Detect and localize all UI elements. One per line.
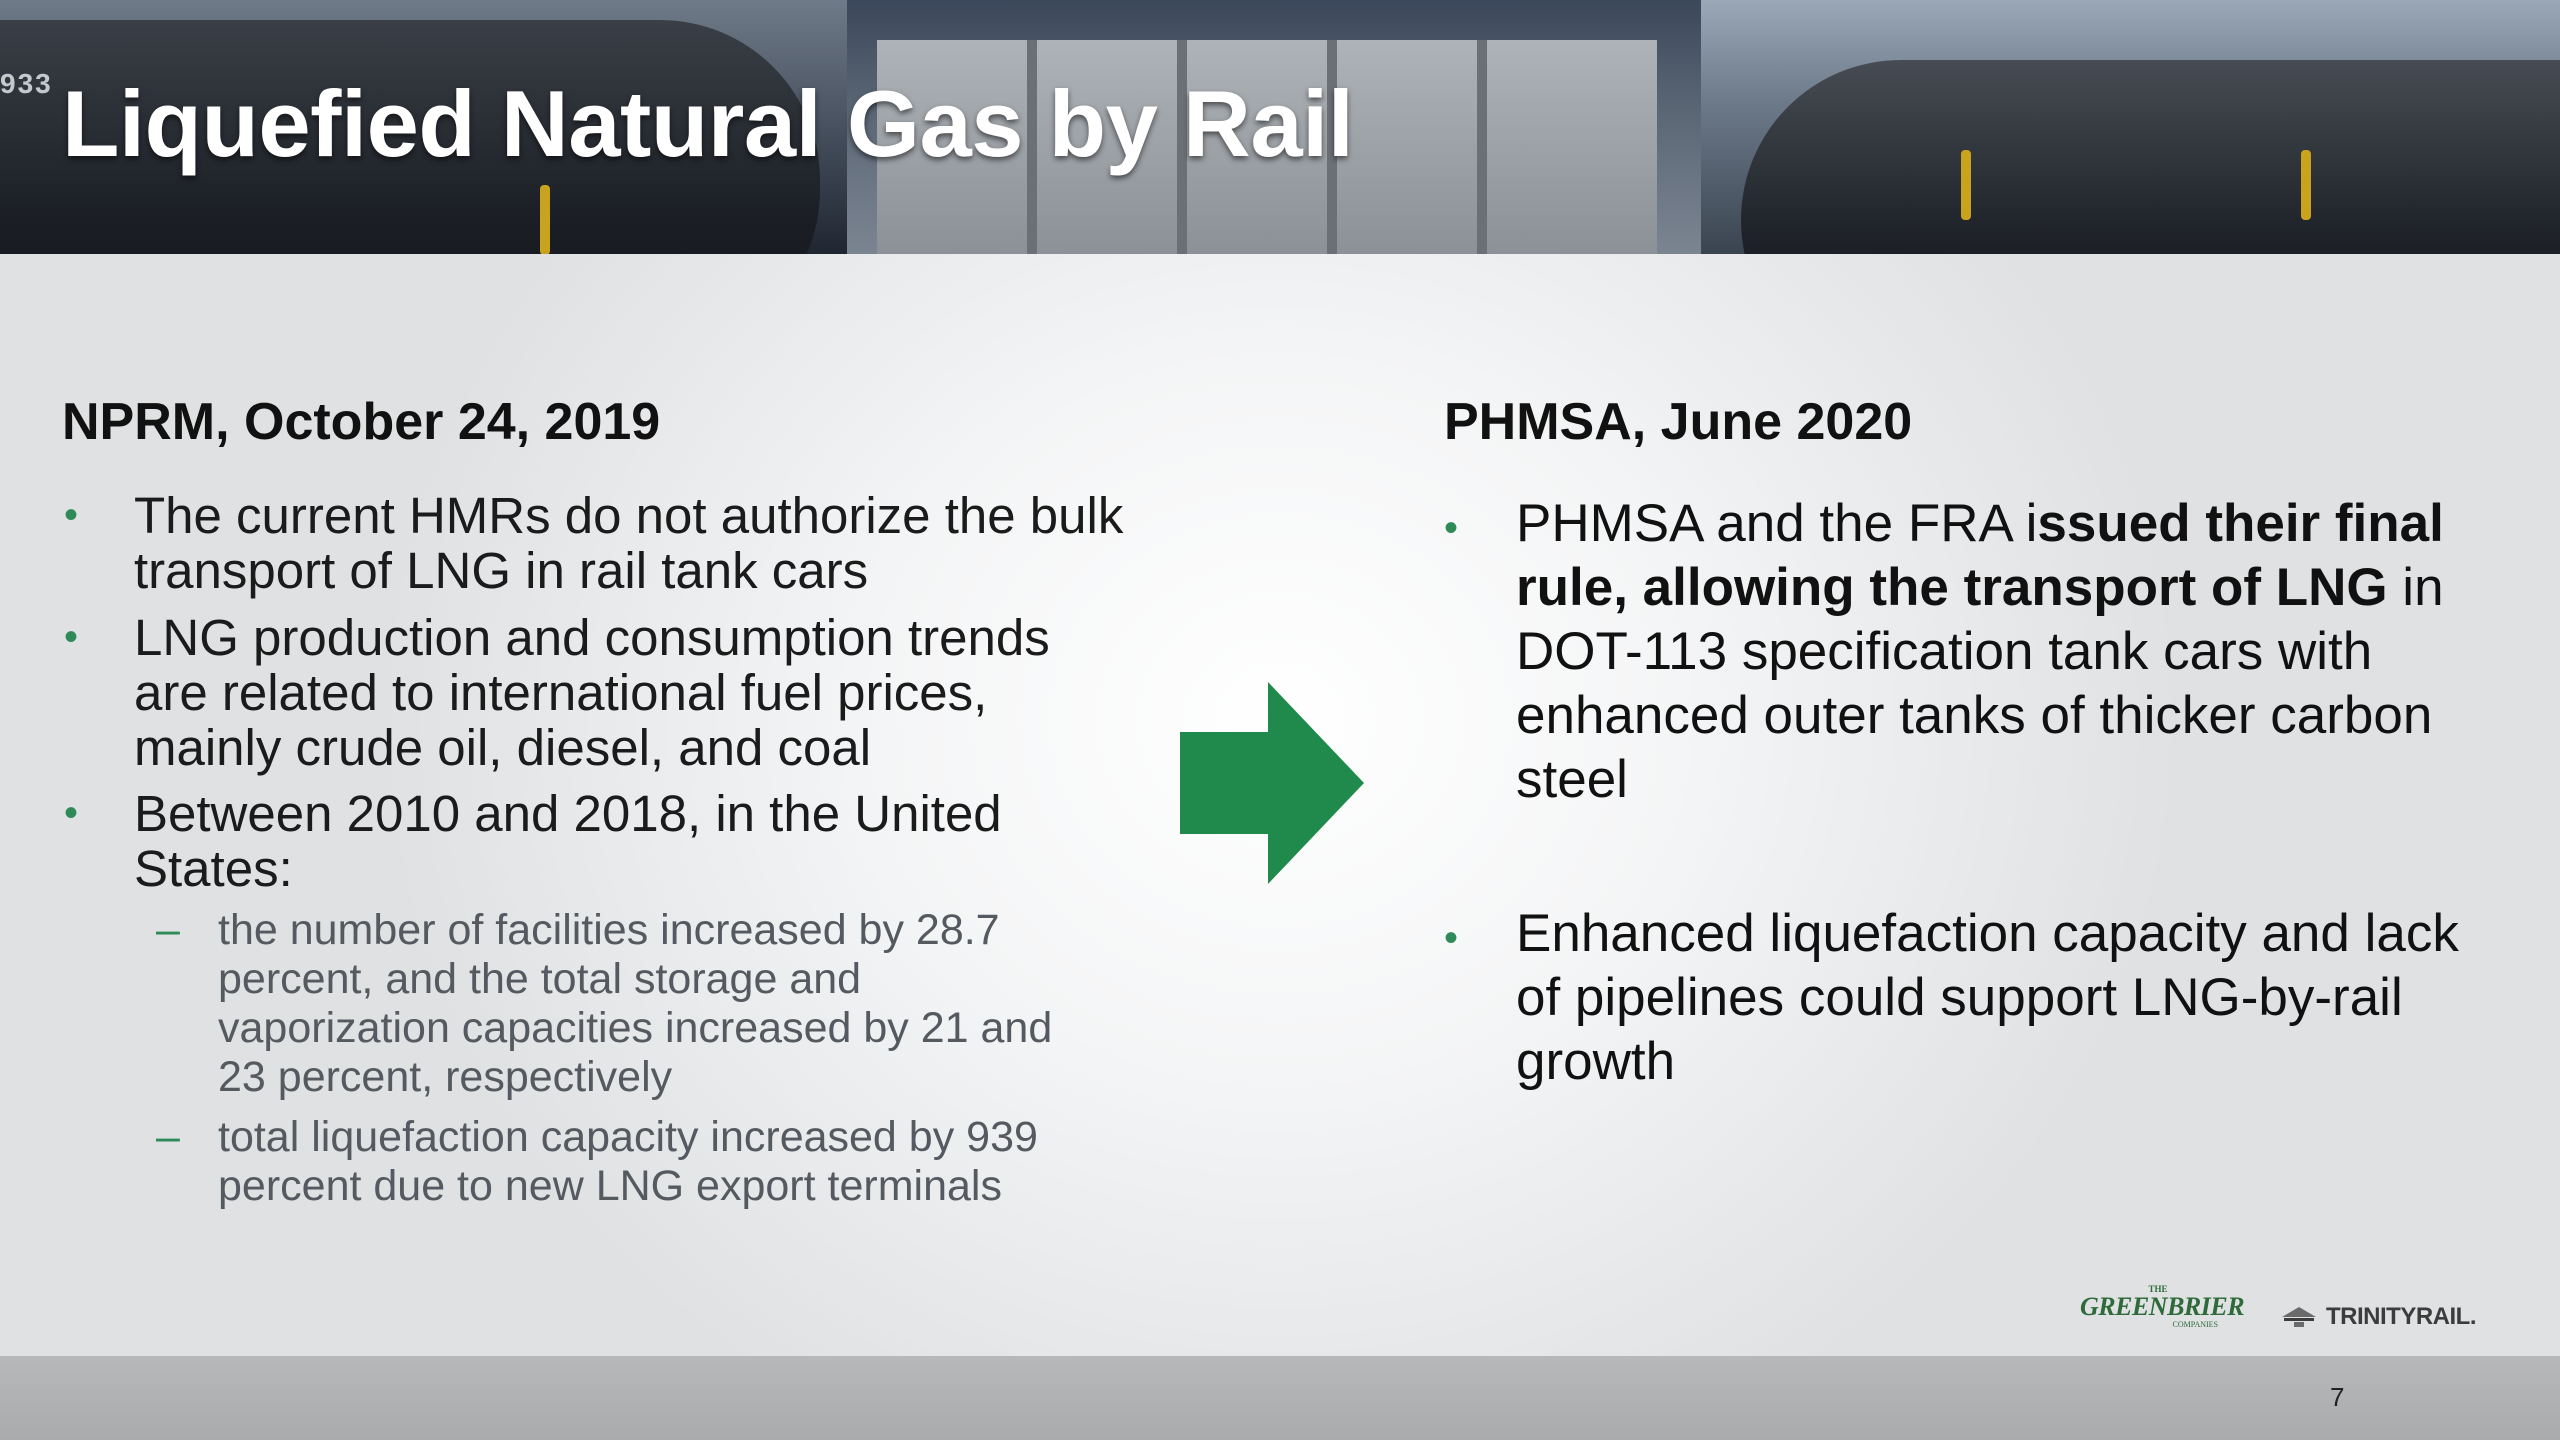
car-number-text: 933 [0,68,53,99]
hopper-rib [1327,40,1337,254]
bullet-text-emphasis: ssued their final [2037,494,2444,553]
bullet-icon: • [1444,506,1459,550]
dash-icon: – [156,906,180,954]
slide-title: Liquefied Natural Gas by Rail [62,71,1354,176]
footer-bar: 7 [0,1356,2560,1440]
bullet-icon: • [64,493,79,537]
bullet-text-line: transport of LNG in rail tank cars [134,542,869,599]
bullet-icon: • [1444,916,1459,960]
hopper-car-body [877,40,1657,254]
bullet-text-line: DOT-113 specification tank cars with [1516,622,2373,681]
page-number: 7 [2330,1382,2345,1412]
tank-car-photo-right [1701,0,2560,254]
trinityrail-logo-text: TRINITYRAIL [2326,1303,2470,1330]
hopper-rib [1027,40,1037,254]
right-arrow-icon [1180,682,1364,884]
title-banner: 933 Liquefied Natural Gas by Rail [0,0,2560,254]
bullet-text-line: growth [1516,1032,1676,1091]
bullet-text-segment: PHMSA and the FRA i [1516,494,2038,553]
tank-car-photo-left: 933 [0,0,847,254]
sub-bullet-text-line: the number of facilities increased by 28… [218,906,1000,954]
greenbrier-logo-companies: COMPANIES [2172,1320,2219,1329]
left-bullet-2: • LNG production and consumption trends … [64,609,1174,776]
sub-bullet-text-line: percent due to new LNG export terminals [218,1162,1002,1210]
bullet-text-line: LNG production and consumption trends [134,609,1050,666]
left-column-heading: NPRM, October 24, 2019 [62,393,661,451]
tank-car-body [1741,60,2560,254]
trinity-mark-icon [2282,1307,2316,1327]
trinityrail-logo: TRINITYRAIL. [2280,1300,2520,1334]
bullet-text-line: The current HMRs do not authorize the bu… [134,487,1124,544]
greenbrier-logo-name: GREENBRIER [2080,1292,2245,1321]
right-bullet-2: • Enhanced liquefaction capacity and lac… [1444,902,2526,1094]
sub-bullet-text-line: total liquefaction capacity increased by… [218,1113,1038,1161]
tank-car-marking [540,185,550,254]
bullet-text-line: PHMSA and the FRA issued their final [1516,492,2526,556]
bullet-icon: • [64,615,79,659]
left-sub-bullet-1: – the number of facilities increased by … [156,906,1158,1102]
tank-car-body [0,20,820,254]
bullet-text-line: mainly crude oil, diesel, and coal [134,719,872,776]
sub-bullet-text-line: 23 percent, respectively [218,1053,673,1101]
bullet-text-line: steel [1516,750,1628,809]
hopper-rib [1177,40,1187,254]
bullet-text-segment: in [2387,558,2444,617]
bullet-text-line: enhanced outer tanks of thicker carbon [1516,686,2433,745]
bullet-text-line: of pipelines could support LNG-by-rail [1516,968,2403,1027]
left-bullet-1: • The current HMRs do not authorize the … [64,487,1174,599]
bullet-text-line: Enhanced liquefaction capacity and lack [1516,904,2459,963]
tank-car-marking [2301,150,2311,220]
bullet-text-line: Between 2010 and 2018, in the United [134,785,1002,842]
tank-car-marking [1961,150,1971,220]
right-bullet-1: • PHMSA and the FRA issued their final r… [1444,492,2526,812]
bullet-text-line: rule, allowing the transport of LNG in [1516,556,2526,620]
bullet-text-emphasis: rule, allowing the transport of LNG [1516,558,2388,617]
bullet-icon: • [64,791,79,835]
sub-bullet-text-line: vaporization capacities increased by 21 … [218,1004,1053,1052]
left-sub-bullet-2: – total liquefaction capacity increased … [156,1113,1158,1211]
bullet-text-line: are related to international fuel prices… [134,664,988,721]
sub-bullet-text-line: percent, and the total storage and [218,955,862,1003]
hopper-car-photo [847,0,1701,254]
left-bullet-3: • Between 2010 and 2018, in the United S… [64,785,1174,897]
dash-icon: – [156,1113,180,1161]
bullet-text-line: States: [134,840,293,897]
greenbrier-logo: THE GREENBRIER COMPANIES [2080,1284,2245,1332]
right-column-heading: PHMSA, June 2020 [1444,393,1913,451]
trinityrail-logo-mark: . [2469,1303,2477,1330]
hopper-rib [1477,40,1487,254]
greenbrier-logo-the: THE [2148,1284,2168,1294]
